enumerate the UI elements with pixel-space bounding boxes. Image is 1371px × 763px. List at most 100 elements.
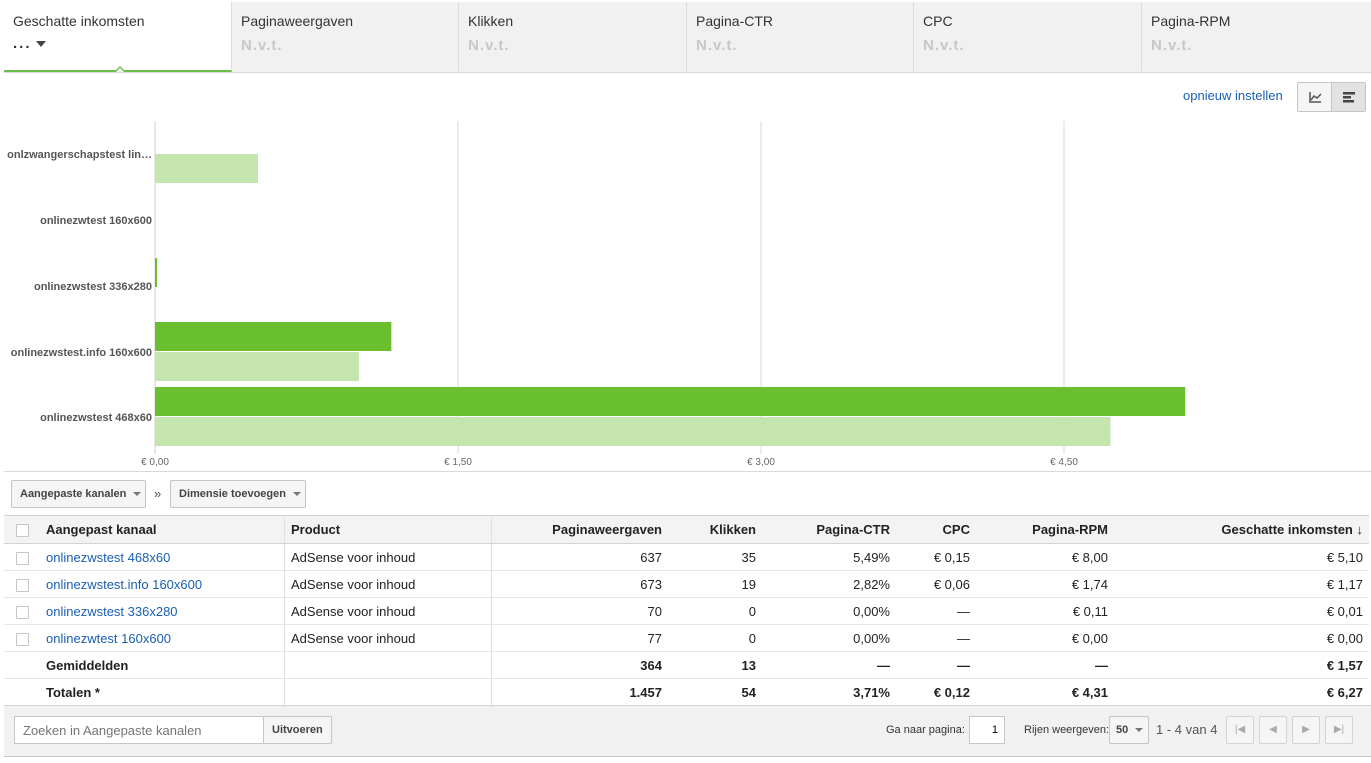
channel-link[interactable]: onlinezwstest 468x60 — [46, 549, 171, 565]
next-page-icon: ▶ — [1302, 724, 1310, 735]
bar-series-1-4[interactable] — [155, 322, 392, 351]
bar-series-2-5[interactable] — [155, 417, 1111, 446]
row-select-cell — [4, 678, 40, 706]
table-row[interactable]: onlinezwstest 336x280 AdSense voor inhoud… — [4, 597, 1369, 625]
next-page-button[interactable]: ▶ — [1292, 716, 1320, 744]
ctr-cell: 5,49% — [762, 543, 896, 571]
bar-series-1-3[interactable] — [155, 258, 158, 287]
channel-cell: Gemiddelden — [40, 651, 285, 679]
tab-value: ... — [13, 35, 32, 52]
bar-chart-toggle[interactable] — [1332, 83, 1365, 111]
row-select-cell — [4, 570, 40, 598]
bar-series-2-1[interactable] — [155, 154, 259, 183]
row-select-cell — [4, 543, 40, 571]
col-header-rpm[interactable]: Pagina-RPM — [976, 515, 1114, 544]
ctr-cell: 3,71% — [762, 678, 896, 706]
col-header-pageviews[interactable]: Paginaweergaven — [491, 515, 668, 544]
category-label: onlinezwtest 160x600 — [40, 215, 152, 227]
last-page-icon: ▶| — [1333, 724, 1345, 735]
pagination-range: 1 - 4 van 4 — [1156, 722, 1218, 737]
tab-label: CPC — [923, 13, 953, 29]
dropdown-label: Dimensie toevoegen — [179, 488, 286, 500]
x-tick-label: € 4,50 — [1050, 457, 1078, 468]
bar-series-1-5[interactable] — [155, 387, 1186, 416]
tab-value-dropdown[interactable]: ... — [13, 35, 231, 52]
metric-tabs: Geschatte inkomsten ... Paginaweergaven … — [4, 2, 1371, 73]
clicks-cell: 54 — [668, 678, 762, 706]
tab-pagina-ctr[interactable]: Pagina-CTR N.v.t. — [687, 2, 914, 71]
product-cell — [284, 678, 492, 706]
select-all-checkbox[interactable] — [15, 524, 29, 538]
tab-value: N.v.t. — [1151, 37, 1193, 54]
col-header-product[interactable]: Product — [284, 515, 492, 544]
x-tick-label: € 1,50 — [444, 457, 472, 468]
search-input[interactable] — [14, 716, 264, 744]
chevron-down-icon — [133, 492, 142, 497]
rows-label: Rijen weergeven: — [1024, 724, 1109, 736]
tab-pagina-rpm[interactable]: Pagina-RPM N.v.t. — [1142, 2, 1371, 71]
rpm-cell: € 4,31 — [976, 678, 1114, 706]
x-tick-label: € 0,00 — [141, 457, 169, 468]
tab-label: Klikken — [468, 13, 514, 29]
category-label: onlzwangerschapstest lin… — [7, 149, 152, 161]
clicks-cell: 35 — [668, 543, 762, 571]
row-checkbox[interactable] — [15, 632, 29, 646]
row-checkbox[interactable] — [15, 605, 29, 619]
col-header-channel[interactable]: Aangepast kanaal — [40, 515, 285, 544]
reset-link[interactable]: opnieuw instellen — [1183, 88, 1283, 103]
table-footer: Uitvoeren Ga naar pagina: Rijen weergeve… — [4, 705, 1371, 757]
channel-cell: onlinezwtest 160x600 — [40, 624, 285, 652]
add-dimension-dropdown[interactable]: Dimensie toevoegen — [170, 480, 306, 508]
tab-paginaweergaven[interactable]: Paginaweergaven N.v.t. — [232, 2, 459, 71]
line-chart-icon — [1309, 92, 1322, 103]
col-header-clicks[interactable]: Klikken — [668, 515, 762, 544]
page-number-input[interactable] — [969, 716, 1005, 744]
tab-klikken[interactable]: Klikken N.v.t. — [459, 2, 687, 71]
col-header-ctr[interactable]: Pagina-CTR — [762, 515, 896, 544]
ctr-cell: 0,00% — [762, 624, 896, 652]
prev-page-icon: ◀ — [1269, 724, 1277, 735]
table-row[interactable]: onlinezwstest.info 160x600 AdSense voor i… — [4, 570, 1369, 598]
category-label: onlinezwstest 468x60 — [40, 412, 152, 424]
custom-channels-dropdown[interactable]: Aangepaste kanalen — [11, 480, 146, 508]
bar-chart-icon — [1343, 92, 1355, 103]
category-label: onlinezwstest.info 160x600 — [11, 347, 152, 359]
run-button[interactable]: Uitvoeren — [263, 716, 332, 744]
earnings-cell: € 1,17 — [1114, 570, 1369, 598]
last-page-button[interactable]: ▶| — [1325, 716, 1353, 744]
row-checkbox[interactable] — [15, 578, 29, 592]
ctr-cell: 0,00% — [762, 597, 896, 625]
table-row[interactable]: onlinezwtest 160x600 AdSense voor inhoud 7… — [4, 624, 1369, 652]
channel-link[interactable]: onlinezwstest 336x280 — [46, 603, 178, 619]
table-row[interactable]: onlinezwstest 468x60 AdSense voor inhoud 6… — [4, 543, 1369, 571]
rpm-cell: € 8,00 — [976, 543, 1114, 571]
channel-link[interactable]: onlinezwstest.info 160x600 — [46, 576, 203, 592]
first-page-button[interactable]: |◀ — [1226, 716, 1254, 744]
channel-cell: onlinezwstest 468x60 — [40, 543, 285, 571]
first-page-icon: |◀ — [1234, 724, 1246, 735]
col-header-earnings[interactable]: Geschatte inkomsten ↓ — [1114, 515, 1369, 544]
averages-row: Gemiddelden 364 13— — — € 1,57 — [4, 651, 1369, 679]
prev-page-button[interactable]: ◀ — [1259, 716, 1287, 744]
line-chart-toggle[interactable] — [1298, 83, 1332, 111]
tab-geschatte-inkomsten[interactable]: Geschatte inkomsten ... — [4, 2, 232, 72]
cpc-cell: — — [896, 651, 976, 679]
product-cell: AdSense voor inhoud — [284, 543, 492, 571]
goto-page-label: Ga naar pagina: — [886, 724, 965, 736]
row-select-cell — [4, 651, 40, 679]
pageviews-cell: 77 — [491, 624, 668, 652]
channel-cell: onlinezwstest.info 160x600 — [40, 570, 285, 598]
clicks-cell: 0 — [668, 624, 762, 652]
col-header-cpc[interactable]: CPC — [896, 515, 976, 544]
tab-cpc[interactable]: CPC N.v.t. — [914, 2, 1142, 71]
row-checkbox[interactable] — [15, 551, 29, 565]
chevron-down-icon — [293, 492, 302, 497]
rows-per-page-select[interactable]: 50 — [1109, 716, 1149, 744]
clicks-cell: 0 — [668, 597, 762, 625]
tab-label: Geschatte inkomsten — [13, 13, 145, 29]
channel-link[interactable]: onlinezwtest 160x600 — [46, 630, 172, 646]
rpm-cell: — — [976, 651, 1114, 679]
tab-label: Pagina-CTR — [696, 13, 774, 29]
bar-series-2-4[interactable] — [155, 352, 360, 381]
chart-view-toggle — [1297, 82, 1366, 112]
